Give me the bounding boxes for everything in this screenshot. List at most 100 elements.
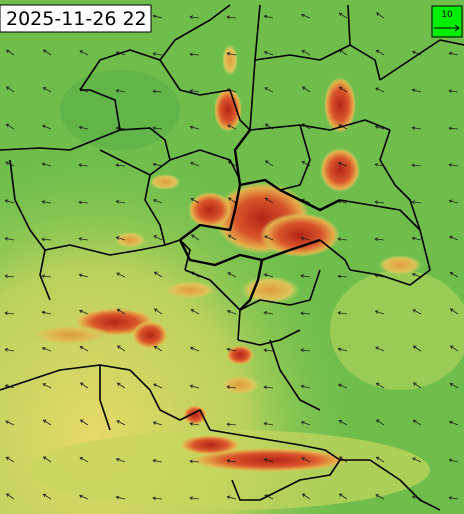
wind-arrow bbox=[189, 161, 200, 167]
wind-arrow bbox=[115, 236, 126, 241]
wind-arrow bbox=[116, 420, 126, 426]
wind-arrow bbox=[116, 345, 126, 352]
wind-arrow bbox=[189, 459, 200, 464]
wind-arrow bbox=[189, 384, 200, 389]
wind-arrow bbox=[189, 422, 200, 426]
wind-arrow bbox=[226, 51, 237, 56]
wind-arrow bbox=[226, 459, 237, 463]
wind-arrow bbox=[412, 382, 422, 389]
wind-arrow bbox=[5, 123, 15, 130]
wind-arrow bbox=[226, 309, 237, 315]
pollution-hotspots bbox=[30, 44, 422, 472]
wind-arrow bbox=[227, 124, 237, 130]
wind-arrow bbox=[374, 237, 385, 242]
wind-arrow bbox=[263, 310, 274, 315]
wind-arrow bbox=[189, 15, 200, 20]
wind-arrow bbox=[152, 421, 163, 426]
wind-arrow bbox=[375, 494, 385, 500]
field-patch bbox=[330, 270, 464, 390]
wind-arrow bbox=[449, 272, 459, 278]
wind-arrow bbox=[411, 126, 422, 130]
state-borders bbox=[178, 129, 341, 311]
wind-arrow bbox=[411, 88, 422, 93]
wind-arrow bbox=[300, 311, 311, 316]
wind-arrow bbox=[412, 309, 422, 315]
wind-arrow bbox=[337, 161, 348, 167]
wind-arrow bbox=[448, 126, 459, 131]
wind-arrow bbox=[189, 89, 200, 93]
wind-arrow bbox=[448, 89, 459, 94]
wind-arrow bbox=[226, 495, 237, 500]
wind-arrow bbox=[116, 382, 126, 389]
admin-borders bbox=[0, 4, 464, 511]
wind-arrow bbox=[78, 200, 89, 205]
wind-arrow bbox=[301, 50, 311, 56]
wind-arrow bbox=[189, 346, 200, 352]
wind-arrow bbox=[190, 234, 200, 241]
wind-arrow bbox=[375, 419, 385, 426]
wind-arrow bbox=[78, 125, 89, 130]
wind-arrow bbox=[337, 347, 348, 352]
timestamp: 2025-11-26 22 bbox=[6, 8, 147, 30]
wind-arrow bbox=[412, 419, 422, 426]
wind-arrow bbox=[227, 197, 237, 204]
wind-arrow bbox=[5, 420, 15, 426]
wind-arrow bbox=[42, 49, 52, 56]
wind-arrow bbox=[4, 199, 15, 204]
wind-arrow bbox=[227, 272, 237, 278]
wind-arrow bbox=[263, 348, 274, 353]
wind-arrow bbox=[411, 272, 422, 278]
wind-arrow bbox=[411, 236, 422, 241]
wind-arrow bbox=[152, 126, 163, 131]
wind-arrow bbox=[79, 419, 89, 426]
wind-arrow bbox=[79, 382, 89, 389]
wind-arrow bbox=[300, 13, 311, 19]
wind-arrow bbox=[300, 236, 311, 241]
wind-arrow bbox=[412, 457, 422, 463]
wind-arrow bbox=[337, 311, 348, 315]
wind-arrow bbox=[152, 162, 163, 167]
timestamp-box bbox=[0, 4, 152, 33]
wind-scale-box bbox=[431, 5, 463, 38]
wind-arrow bbox=[263, 458, 274, 463]
wind-arrow bbox=[152, 14, 163, 19]
wind-arrow bbox=[42, 383, 52, 389]
wind-arrow bbox=[41, 346, 52, 352]
wind-arrow bbox=[226, 15, 237, 20]
wind-arrow bbox=[301, 86, 311, 93]
wind-arrow bbox=[337, 274, 348, 279]
wind-arrow bbox=[448, 496, 459, 500]
wind-arrow bbox=[190, 198, 200, 204]
wind-arrow bbox=[41, 237, 52, 242]
wind-arrow bbox=[375, 87, 385, 93]
wind-arrow bbox=[412, 345, 422, 352]
wind-arrow bbox=[78, 237, 89, 241]
wind-arrow bbox=[189, 125, 200, 130]
wind-arrow bbox=[411, 163, 422, 168]
wind-arrow bbox=[374, 125, 385, 130]
wind-arrow bbox=[449, 383, 459, 389]
wind-arrow bbox=[189, 52, 200, 57]
wind-arrow bbox=[411, 200, 422, 205]
wind-arrow bbox=[449, 308, 459, 315]
wind-arrow bbox=[42, 87, 52, 93]
wind-arrow bbox=[152, 89, 163, 94]
wind-arrow bbox=[375, 12, 385, 19]
wind-arrow bbox=[153, 345, 163, 352]
wind-arrow bbox=[448, 51, 459, 56]
wind-arrow bbox=[263, 273, 274, 278]
wind-arrow bbox=[116, 308, 126, 315]
wind-arrow bbox=[301, 493, 311, 500]
wind-arrow bbox=[375, 382, 385, 389]
wind-arrow bbox=[4, 274, 15, 279]
wind-arrow bbox=[227, 234, 237, 241]
wind-arrow bbox=[79, 346, 89, 352]
wind-arrow bbox=[263, 50, 274, 56]
wind-arrow bbox=[226, 385, 237, 390]
wind-arrow bbox=[78, 494, 89, 500]
wind-arrow bbox=[338, 86, 348, 93]
wind-arrow bbox=[152, 198, 163, 204]
wind-arrow bbox=[41, 274, 52, 279]
wind-arrow bbox=[264, 197, 274, 204]
